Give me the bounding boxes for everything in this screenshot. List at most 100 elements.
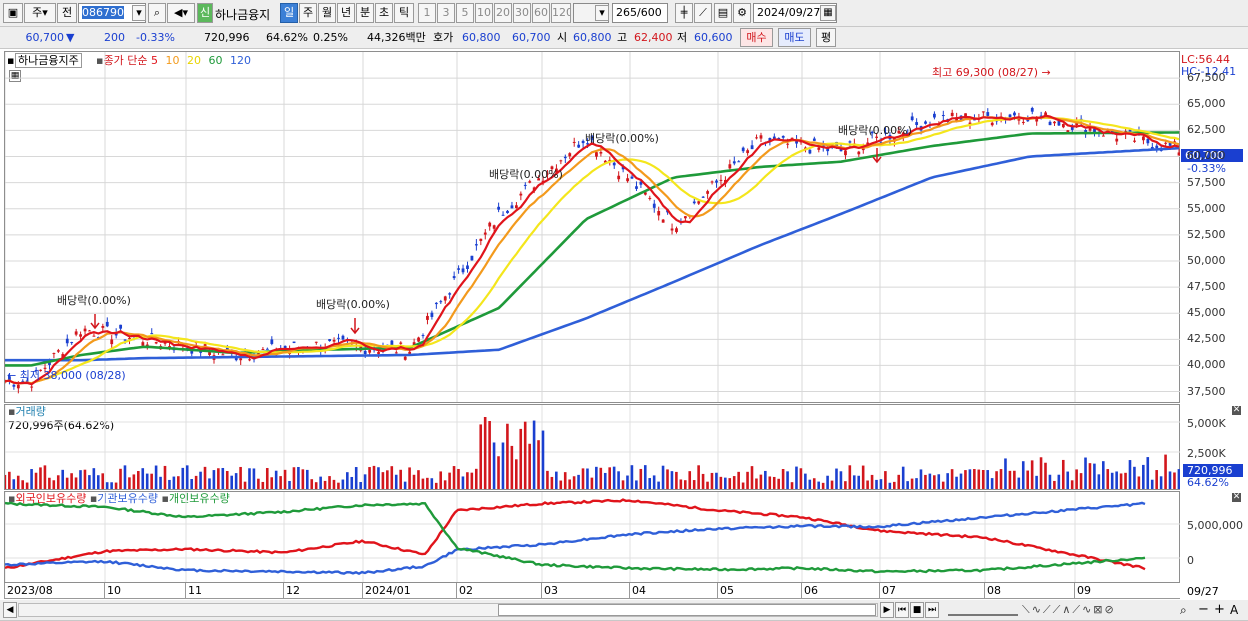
candle-body (56, 350, 60, 352)
volume-bar (461, 476, 465, 489)
minute-60[interactable]: 60 (532, 3, 550, 23)
holding-panel-close-icon[interactable]: ✕ (1232, 492, 1241, 502)
ma10-line (5, 115, 1180, 385)
tab-year[interactable]: 년 (337, 3, 355, 23)
volume-bar (759, 474, 763, 489)
period-unit-select[interactable]: 주▾ (24, 3, 56, 23)
minute-30[interactable]: 30 (513, 3, 531, 23)
candle-body (848, 141, 852, 143)
candle-body (16, 384, 20, 389)
volume-bar (884, 471, 887, 489)
grid-toggle-icon[interactable]: ▦ (9, 70, 21, 82)
individual-legend: 개인보유수량 (168, 492, 230, 505)
volume-bar (1048, 474, 1052, 489)
plus-icon[interactable]: + (1214, 602, 1225, 617)
search-icon[interactable]: ⌕ (148, 3, 166, 23)
price-stock-label: 하나금융지주 (15, 53, 82, 68)
volume-panel-close-icon[interactable]: ✕ (1232, 405, 1241, 415)
stop-icon[interactable]: ■ (910, 602, 924, 618)
custom-period-dropdown-icon[interactable]: ▾ (595, 5, 609, 21)
volume-bar (510, 445, 514, 489)
minute-20[interactable]: 20 (494, 3, 512, 23)
volume-bar (1088, 463, 1092, 489)
layout-icon[interactable]: ▣ (3, 3, 23, 23)
candle-type-icon[interactable]: ╪ (675, 3, 693, 23)
scroll-left-button[interactable]: ◀ (3, 602, 17, 618)
volume-bar (772, 476, 776, 489)
tab-month[interactable]: 월 (318, 3, 336, 23)
xaxis-label: 10 (107, 584, 121, 597)
candle-body (737, 161, 741, 163)
xaxis-tick (717, 583, 718, 598)
volume-bar (1128, 460, 1132, 489)
zoom-slider[interactable] (948, 604, 1018, 616)
gear-icon[interactable]: ⚙ (733, 3, 751, 23)
auto-scale-icon[interactable]: A (1230, 603, 1239, 617)
volume-bar (1155, 470, 1158, 489)
buy-button[interactable]: 매수 (740, 28, 773, 47)
tab-day[interactable]: 일 (280, 3, 298, 23)
quote-turnover-pct: 0.25% (313, 31, 348, 44)
volume-bar (755, 478, 758, 489)
volume-bar (848, 465, 852, 489)
scrollbar-thumb[interactable] (498, 604, 876, 616)
minute-10[interactable]: 10 (475, 3, 493, 23)
candle-body (25, 380, 29, 382)
last-page-icon[interactable]: ⏭ (925, 602, 939, 618)
tab-second[interactable]: 초 (375, 3, 393, 23)
candle-body (21, 380, 25, 382)
sell-button[interactable]: 매도 (778, 28, 811, 47)
tab-minute[interactable]: 분 (356, 3, 374, 23)
candle-body (270, 339, 274, 344)
volume-bar (92, 468, 96, 489)
zoom-in-icon[interactable]: ⌕ (1180, 603, 1187, 617)
volume-bar (808, 479, 812, 489)
volume-bar (470, 472, 474, 489)
code-dropdown-icon[interactable]: ▾ (132, 5, 146, 21)
volume-bar (363, 474, 367, 489)
volume-bar (1150, 479, 1154, 489)
drawing-tools[interactable]: ⟍∿⟋⟋∧⟋∿⊠⊘ (1022, 603, 1116, 616)
volume-bar (541, 430, 545, 489)
save-icon[interactable]: ▤ (714, 3, 732, 23)
ma-legend: ▪종가 단순 5 10 20 60 120 (96, 54, 251, 67)
bar-count-input[interactable]: 265/600 (612, 3, 668, 23)
candle-body (728, 164, 732, 169)
speaker-icon[interactable]: ◀▾ (167, 3, 195, 23)
minus-icon[interactable]: − (1198, 602, 1209, 617)
candle-body (1021, 121, 1025, 123)
tab-tick[interactable]: 틱 (394, 3, 414, 23)
candle-body (621, 166, 625, 170)
date-input[interactable]: 2024/09/27 (753, 3, 837, 23)
scroll-right-button[interactable]: ▶ (880, 602, 894, 618)
volume-bar (1021, 461, 1025, 489)
minute-3[interactable]: 3 (437, 3, 455, 23)
volume-bar (786, 471, 789, 489)
prev-button[interactable]: 전 (57, 3, 77, 23)
candle-body (617, 175, 621, 180)
candle-body (377, 352, 380, 354)
draw-tool-icon[interactable]: ⟋ (694, 3, 712, 23)
minute-5[interactable]: 5 (456, 3, 474, 23)
volume-bar (457, 468, 460, 489)
minute-120[interactable]: 120 (551, 3, 571, 23)
price-panel-collapse-icon[interactable]: ▪ (7, 54, 15, 67)
candle-body (239, 358, 243, 361)
eval-button[interactable]: 평 (816, 28, 836, 47)
xaxis-tick (879, 583, 880, 598)
candle-body (933, 113, 936, 118)
candle-body (497, 206, 501, 210)
volume-bar (968, 469, 972, 489)
volume-ytick-5000k: 5,000K (1187, 417, 1226, 430)
minute-1[interactable]: 1 (418, 3, 436, 23)
first-page-icon[interactable]: ⏮ (895, 602, 909, 618)
xaxis-label: 06 (804, 584, 818, 597)
candle-body (523, 184, 527, 186)
stock-code-input[interactable]: 086790 (78, 3, 146, 23)
tab-week[interactable]: 주 (299, 3, 317, 23)
calendar-icon[interactable]: ▦ (820, 5, 836, 21)
candle-body (61, 354, 65, 359)
candle-body (70, 342, 74, 344)
volume-bar (399, 469, 402, 489)
candle-body (844, 150, 847, 156)
